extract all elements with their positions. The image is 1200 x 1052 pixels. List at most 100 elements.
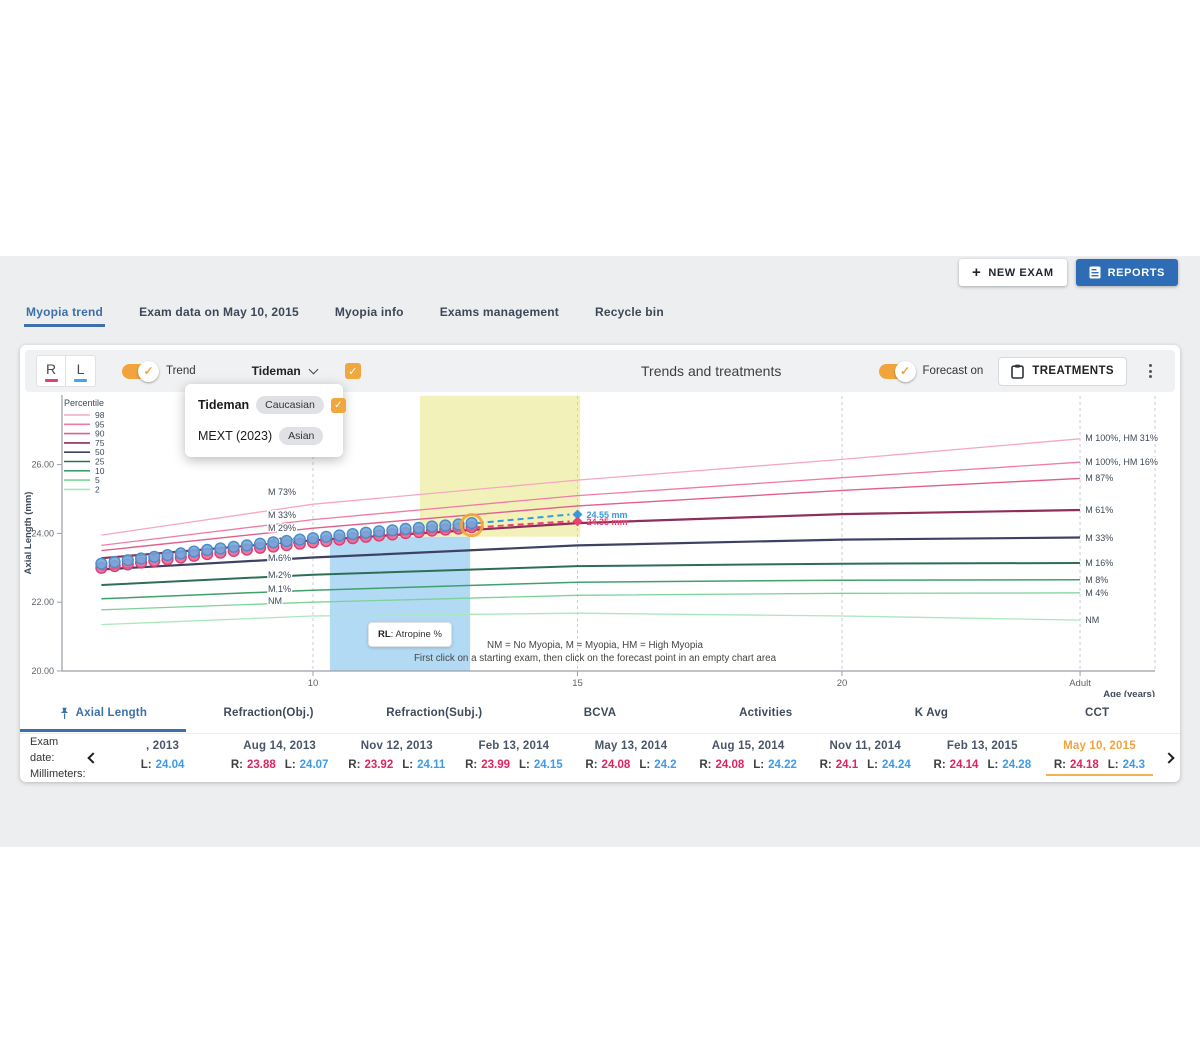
right-eye-button[interactable]: R [36,355,66,387]
exam-point [214,542,227,555]
new-exam-button[interactable]: + NEW EXAM [958,259,1067,286]
metric-tab-axial-length[interactable]: Axial Length [20,697,186,732]
exam-point [425,520,439,533]
exam-point [439,519,452,532]
exam-columns: , 2013 L: 24.04 Aug 14, 2013 R: 23.88 L: 24.07 N… [104,740,1158,776]
tab-exams-management[interactable]: Exams management [439,305,559,319]
metric-tab-label: Refraction(Subj.) [386,707,483,719]
axial-length-value: 24.08 [715,758,745,771]
metric-tab-label: K Avg [914,707,949,719]
axial-length-value: 24.18 [1069,758,1099,771]
curve-label-right: M 4% [1085,588,1108,598]
exam-column[interactable]: Feb 13, 2014 R: 23.99 L: 24.15 [455,740,572,776]
axial-length-value: 24.3 [1122,758,1146,771]
axial-length-value: 24.15 [533,758,563,771]
exam-point [465,517,478,530]
tab-myopia-trend[interactable]: Myopia trend [24,299,106,327]
exam-point [359,526,373,539]
model-option-tideman[interactable]: Tideman Caucasian ✓ [198,396,346,414]
toggle-check-icon: ✓ [138,360,159,382]
metric-tab-activities[interactable]: Activities [683,697,849,732]
svg-text:20: 20 [837,678,848,689]
metric-tab-cct[interactable]: CCT [1014,697,1180,732]
tab-exam-data-on-may-10-2015[interactable]: Exam data on May 10, 2015 [139,305,299,319]
selected-exam-ring[interactable] [459,513,484,538]
chevron-right-icon [1163,751,1175,764]
treatments-button[interactable]: TREATMENTS [998,356,1127,386]
reports-button[interactable]: REPORTS [1075,259,1178,286]
axial-length-value: 24.24 [882,758,911,771]
exam-date: Nov 12, 2013 [360,739,433,752]
scroll-right-button[interactable] [1158,743,1180,773]
metric-tab-label: CCT [1085,707,1110,719]
percentile-curve-2 [101,612,1081,626]
eye-toggle-group: R L [36,355,96,387]
metric-tab-refraction-subj[interactable]: Refraction(Subj.) [351,697,517,732]
svg-text:75: 75 [95,438,105,448]
svg-text:50: 50 [95,447,105,457]
eye-prefix: L: [140,758,152,771]
exam-point [333,529,346,542]
axial-length-value: 24.11 [417,758,446,771]
eye-prefix: L: [987,758,999,771]
axial-length-value: 24.14 [949,758,979,771]
forecast-line-L [477,513,570,525]
metric-tab-refraction-obj[interactable]: Refraction(Obj.) [186,697,352,732]
series-L[interactable] [95,517,478,570]
exam-date: Aug 14, 2013 [243,739,317,752]
model-filter-checkbox[interactable]: ✓ [344,363,361,379]
exam-values: R: 24.08 L: 24.22 [691,759,805,776]
region-treatment-window[interactable] [329,536,471,671]
exam-values: R: 24.08 L: 24.2 [577,759,684,776]
svg-text:Adult: Adult [1069,678,1091,689]
forecast-point-R[interactable] [572,516,583,527]
exam-table: Exam date: Millimeters: , 2013 L: 24.04 Aug… [20,733,1180,781]
model-option-mext-2023[interactable]: MEXT (2023) Asian [198,427,330,445]
exam-column[interactable]: Aug 15, 2014 R: 24.08 L: 24.22 [690,740,807,776]
forecast-point-L[interactable] [572,509,583,520]
eye-prefix: L: [639,758,651,771]
forecast-toggle[interactable]: ✓ [878,360,916,382]
curve-label-left: M 29% [268,523,296,533]
model-option-checkbox[interactable]: ✓ [330,397,346,413]
exam-column[interactable]: , 2013 L: 24.04 [104,740,221,776]
eye-prefix: L: [402,758,414,771]
metric-tab-k-avg[interactable]: K Avg [849,697,1015,732]
exam-column[interactable]: May 10, 2015 R: 24.18 L: 24.3 [1041,740,1158,776]
right-eye-label: R [45,360,57,377]
exam-point [121,554,134,567]
tooltip-text: : Atropine % [390,629,442,640]
exam-point [95,557,108,570]
metric-tab-label: Refraction(Obj.) [223,707,314,719]
exam-column[interactable]: Aug 14, 2013 R: 23.88 L: 24.07 [221,740,338,776]
exam-point [399,522,412,536]
exam-column[interactable]: Nov 11, 2014 R: 24.1 L: 24.24 [807,740,924,776]
svg-text:2: 2 [95,484,100,494]
exam-point [227,540,240,553]
svg-text:25: 25 [95,457,105,467]
axial-length-value: 23.92 [364,758,394,771]
region-forecast-window[interactable] [419,395,581,537]
exam-column[interactable]: Feb 13, 2015 R: 24.14 L: 24.28 [924,740,1041,776]
scroll-left-button[interactable] [82,743,104,773]
exam-table-row-labels: Exam date: Millimeters: [20,734,86,782]
model-selector[interactable]: Tideman [252,364,319,378]
axial-length-value: 24.04 [155,758,185,771]
trend-toggle[interactable]: ✓ [122,360,159,382]
exam-point [134,552,148,565]
tab-recycle-bin[interactable]: Recycle bin [594,305,664,319]
left-eye-button[interactable]: L [66,355,96,387]
more-options-kebab-icon[interactable] [1142,359,1159,383]
eye-prefix: L: [867,758,879,771]
exam-column[interactable]: Nov 12, 2013 R: 23.92 L: 24.11 [338,740,455,776]
trend-chart[interactable]: 26.00 24.00 22.00 20.00 10 15 20 Adult Axial Len… [20,393,1180,697]
metric-tab-bcva[interactable]: BCVA [517,697,683,732]
tab-myopia-info[interactable]: Myopia info [334,305,404,319]
exam-date-row-label: Exam date: [30,735,59,764]
svg-text:5: 5 [95,475,100,485]
svg-text:20.00: 20.00 [31,666,54,676]
exam-column[interactable]: May 13, 2014 R: 24.08 L: 24.2 [572,740,689,776]
exam-date: , 2013 [145,739,180,752]
axial-length-value: 23.88 [247,758,276,771]
eye-prefix: L: [753,758,765,771]
